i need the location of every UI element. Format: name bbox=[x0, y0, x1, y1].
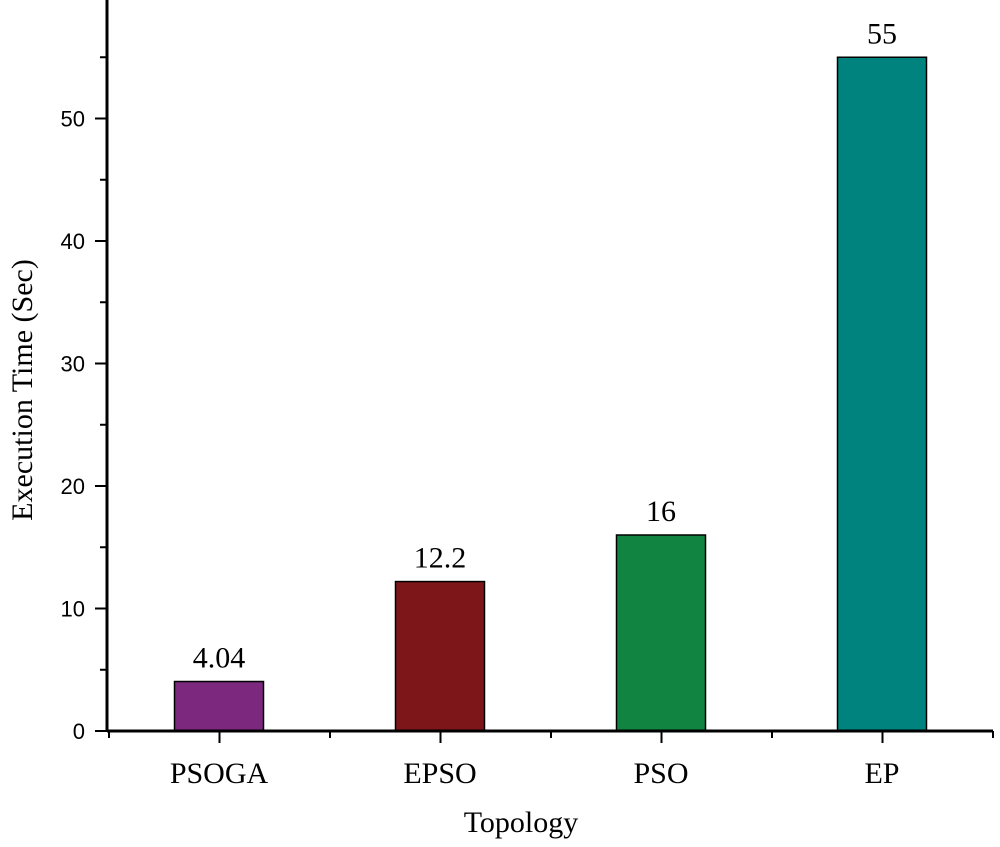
x-tick-label-psoga: PSOGA bbox=[170, 757, 269, 790]
x-tick-label-ep: EP bbox=[864, 757, 899, 790]
y-ticks-group: 0 10 20 30 40 50 bbox=[61, 56, 107, 744]
y-tick-label: 30 bbox=[61, 352, 85, 377]
y-tick-label: 0 bbox=[73, 719, 85, 744]
bar-psoga bbox=[173, 680, 265, 732]
bars-group: 4.04 12.2 16 55 bbox=[173, 17, 928, 732]
y-tick-label: 40 bbox=[61, 229, 85, 254]
x-ticks-group: PSOGA EPSO PSO EP bbox=[108, 731, 994, 790]
data-label-pso: 16 bbox=[646, 495, 676, 528]
bar-epso bbox=[394, 580, 486, 732]
y-tick-label: 50 bbox=[61, 107, 85, 132]
y-tick-label: 10 bbox=[61, 597, 85, 622]
y-tick-label: 20 bbox=[61, 474, 85, 499]
x-tick-label-pso: PSO bbox=[633, 757, 688, 790]
y-axis-title: Execution Time (Sec) bbox=[6, 259, 39, 521]
bar-ep bbox=[836, 56, 928, 732]
data-label-ep: 55 bbox=[867, 17, 897, 50]
data-label-psoga: 4.04 bbox=[193, 642, 246, 675]
bar-pso bbox=[615, 534, 707, 732]
data-label-epso: 12.2 bbox=[414, 542, 467, 575]
x-axis-title: Topology bbox=[464, 806, 579, 839]
x-tick-label-epso: EPSO bbox=[403, 757, 476, 790]
